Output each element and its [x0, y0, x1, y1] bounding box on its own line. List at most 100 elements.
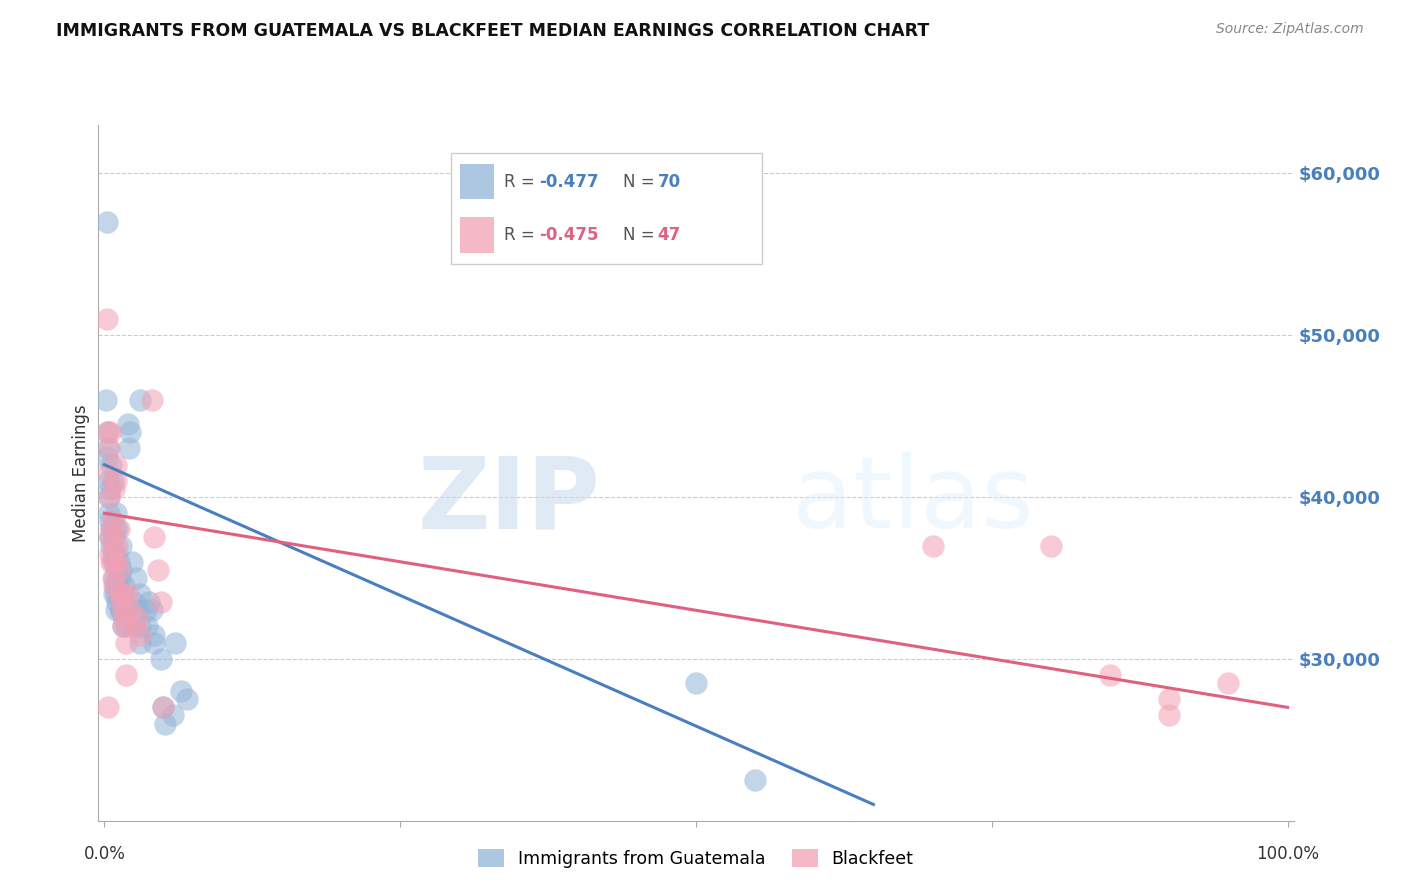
Point: [143, 627, 166, 641]
Point: [110, 595, 132, 609]
Point: [141, 603, 163, 617]
Text: 100.0%: 100.0%: [1256, 845, 1319, 863]
Point: [122, 595, 145, 609]
Point: [101, 514, 124, 528]
Point: [105, 522, 128, 536]
Point: [96, 450, 118, 464]
Point: [101, 547, 124, 561]
Point: [1218, 676, 1240, 690]
Point: [111, 587, 134, 601]
Point: [105, 474, 128, 488]
Point: [112, 619, 135, 633]
Point: [98, 482, 121, 496]
Point: [100, 522, 122, 536]
Point: [104, 555, 127, 569]
Text: Source: ZipAtlas.com: Source: ZipAtlas.com: [1216, 22, 1364, 37]
Point: [105, 506, 128, 520]
Point: [114, 635, 136, 649]
Point: [97, 442, 120, 456]
Point: [105, 595, 128, 609]
Point: [100, 555, 122, 569]
Point: [138, 595, 160, 609]
Point: [127, 603, 149, 617]
Point: [97, 466, 120, 480]
Point: [103, 482, 125, 496]
Point: [96, 312, 118, 326]
Point: [104, 522, 127, 536]
Point: [98, 531, 121, 545]
Point: [105, 539, 128, 553]
Point: [117, 417, 139, 432]
Point: [98, 531, 121, 545]
Point: [111, 587, 134, 601]
Point: [122, 619, 145, 633]
Point: [125, 571, 148, 585]
Point: [100, 458, 122, 472]
Point: [112, 619, 135, 633]
Point: [128, 627, 150, 641]
Point: [1159, 692, 1181, 706]
Point: [98, 506, 121, 520]
Point: [1039, 539, 1062, 553]
Point: [104, 579, 127, 593]
Point: [101, 571, 124, 585]
Point: [162, 708, 184, 723]
Point: [150, 652, 173, 666]
Point: [143, 531, 166, 545]
Point: [128, 587, 150, 601]
Point: [114, 579, 136, 593]
Point: [114, 619, 136, 633]
Point: [103, 571, 125, 585]
Point: [114, 603, 136, 617]
Y-axis label: Median Earnings: Median Earnings: [72, 404, 90, 541]
Point: [122, 619, 145, 633]
Point: [143, 635, 166, 649]
Point: [120, 603, 142, 617]
Point: [105, 571, 128, 585]
Point: [170, 684, 193, 698]
Point: [100, 539, 122, 553]
Point: [108, 571, 131, 585]
Point: [112, 603, 135, 617]
Point: [103, 579, 125, 593]
Point: [135, 603, 157, 617]
Point: [1159, 708, 1181, 723]
Point: [152, 700, 174, 714]
Point: [97, 474, 120, 488]
Point: [114, 611, 136, 625]
Point: [97, 700, 120, 714]
Point: [97, 425, 120, 440]
Point: [98, 547, 121, 561]
Point: [105, 603, 128, 617]
Point: [150, 595, 173, 609]
Legend: Immigrants from Guatemala, Blackfeet: Immigrants from Guatemala, Blackfeet: [471, 842, 921, 874]
Point: [98, 425, 121, 440]
Point: [120, 425, 142, 440]
Point: [98, 490, 121, 504]
Point: [101, 555, 124, 569]
Point: [128, 635, 150, 649]
Text: atlas: atlas: [792, 452, 1033, 549]
Point: [98, 442, 121, 456]
Point: [94, 392, 117, 407]
Point: [121, 555, 143, 569]
Point: [685, 676, 707, 690]
Text: 0.0%: 0.0%: [83, 845, 125, 863]
Point: [98, 514, 121, 528]
Point: [107, 563, 129, 577]
Point: [136, 619, 159, 633]
Point: [96, 425, 118, 440]
Point: [108, 603, 131, 617]
Point: [105, 555, 128, 569]
Point: [1099, 668, 1122, 682]
Point: [103, 587, 125, 601]
Point: [105, 587, 128, 601]
Point: [921, 539, 943, 553]
Point: [104, 555, 127, 569]
Point: [103, 531, 125, 545]
Point: [117, 587, 139, 601]
Point: [110, 539, 132, 553]
Point: [118, 442, 141, 456]
Point: [114, 668, 136, 682]
Point: [101, 474, 124, 488]
